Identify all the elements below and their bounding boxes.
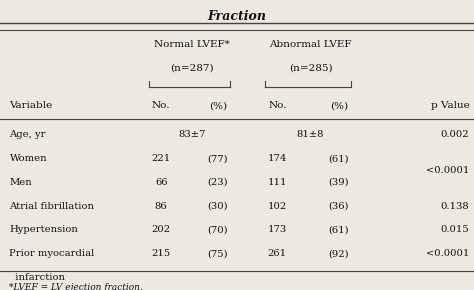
Text: (77): (77) bbox=[208, 154, 228, 163]
Text: 174: 174 bbox=[268, 154, 287, 163]
Text: 111: 111 bbox=[267, 178, 287, 187]
Text: (%): (%) bbox=[330, 101, 348, 110]
Text: Fraction: Fraction bbox=[208, 10, 266, 23]
Text: 102: 102 bbox=[268, 202, 287, 211]
Text: infarction: infarction bbox=[9, 273, 65, 282]
Text: Hypertension: Hypertension bbox=[9, 225, 78, 235]
Text: (23): (23) bbox=[208, 178, 228, 187]
Text: *LVEF = LV ejection fraction.: *LVEF = LV ejection fraction. bbox=[9, 283, 143, 290]
Text: (61): (61) bbox=[328, 154, 349, 163]
Text: 83±7: 83±7 bbox=[178, 130, 206, 139]
Text: (n=287): (n=287) bbox=[170, 64, 214, 73]
Text: No.: No. bbox=[268, 101, 287, 110]
Text: (75): (75) bbox=[208, 249, 228, 258]
Text: (70): (70) bbox=[208, 225, 228, 235]
Text: 81±8: 81±8 bbox=[297, 130, 324, 139]
Text: Abnormal LVEF: Abnormal LVEF bbox=[269, 40, 352, 50]
Text: 173: 173 bbox=[268, 225, 287, 235]
Text: Atrial fibrillation: Atrial fibrillation bbox=[9, 202, 94, 211]
Text: (92): (92) bbox=[328, 249, 349, 258]
Text: 202: 202 bbox=[152, 225, 171, 235]
Text: <0.0001: <0.0001 bbox=[426, 249, 469, 258]
Text: Variable: Variable bbox=[9, 101, 53, 110]
Text: (30): (30) bbox=[208, 202, 228, 211]
Text: 0.002: 0.002 bbox=[441, 130, 469, 139]
Text: (39): (39) bbox=[328, 178, 349, 187]
Text: 66: 66 bbox=[155, 178, 167, 187]
Text: 215: 215 bbox=[152, 249, 171, 258]
Text: 221: 221 bbox=[152, 154, 171, 163]
Text: 0.015: 0.015 bbox=[440, 225, 469, 235]
Text: Men: Men bbox=[9, 178, 32, 187]
Text: (%): (%) bbox=[209, 101, 227, 110]
Text: Normal LVEF*: Normal LVEF* bbox=[154, 40, 230, 50]
Text: <0.0001: <0.0001 bbox=[426, 166, 469, 175]
Text: (36): (36) bbox=[328, 202, 349, 211]
Text: (n=285): (n=285) bbox=[289, 64, 332, 73]
Text: (61): (61) bbox=[328, 225, 349, 235]
Text: No.: No. bbox=[152, 101, 171, 110]
Text: 261: 261 bbox=[268, 249, 287, 258]
Text: Prior myocardial: Prior myocardial bbox=[9, 249, 95, 258]
Text: 0.138: 0.138 bbox=[440, 202, 469, 211]
Text: Age, yr: Age, yr bbox=[9, 130, 46, 139]
Text: Women: Women bbox=[9, 154, 47, 163]
Text: p Value: p Value bbox=[430, 101, 469, 110]
Text: 86: 86 bbox=[155, 202, 167, 211]
